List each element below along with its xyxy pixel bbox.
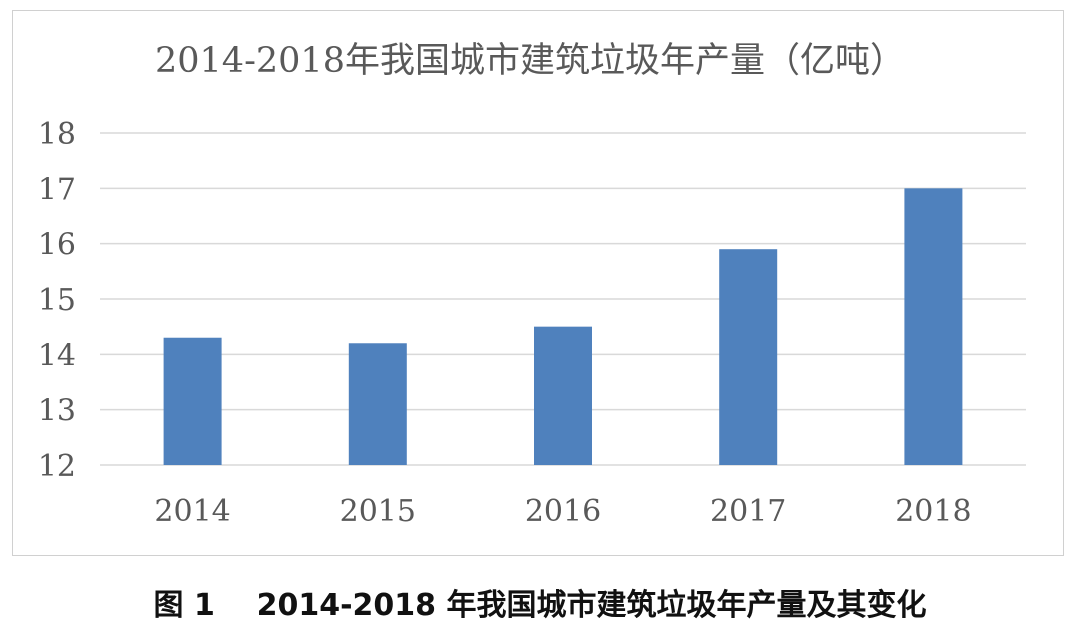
y-tick-label: 17 xyxy=(38,172,76,207)
bar-chart: 2014-2018年我国城市建筑垃圾年产量（亿吨） 12 13 14 15 16 17 18… xyxy=(38,41,1026,529)
bar-2017 xyxy=(719,249,778,465)
y-tick-label: 15 xyxy=(38,283,76,318)
y-tick-label: 18 xyxy=(38,117,76,152)
bar-2016 xyxy=(534,326,592,465)
x-tick-label: 2014 xyxy=(154,494,230,529)
x-axis: 2014 2015 2016 2017 2018 xyxy=(154,494,971,529)
y-tick-label: 16 xyxy=(38,228,76,263)
bar-2014 xyxy=(163,337,222,465)
x-tick-label: 2015 xyxy=(340,494,416,529)
figure-caption: 图 1 2014-2018 年我国城市建筑垃圾年产量及其变化 xyxy=(153,588,927,623)
bars xyxy=(163,188,963,466)
y-axis: 12 13 14 15 16 17 18 xyxy=(38,117,76,484)
y-tick-label: 13 xyxy=(38,394,76,429)
bar-2015 xyxy=(348,343,407,465)
bar-2018 xyxy=(904,188,963,466)
x-tick-label: 2018 xyxy=(895,494,971,529)
y-tick-label: 14 xyxy=(38,338,76,373)
x-tick-label: 2017 xyxy=(710,494,786,529)
x-tick-label: 2016 xyxy=(525,494,601,529)
y-tick-label: 12 xyxy=(38,449,76,484)
gridlines xyxy=(100,132,1026,466)
chart-title: 2014-2018年我国城市建筑垃圾年产量（亿吨） xyxy=(155,41,905,81)
